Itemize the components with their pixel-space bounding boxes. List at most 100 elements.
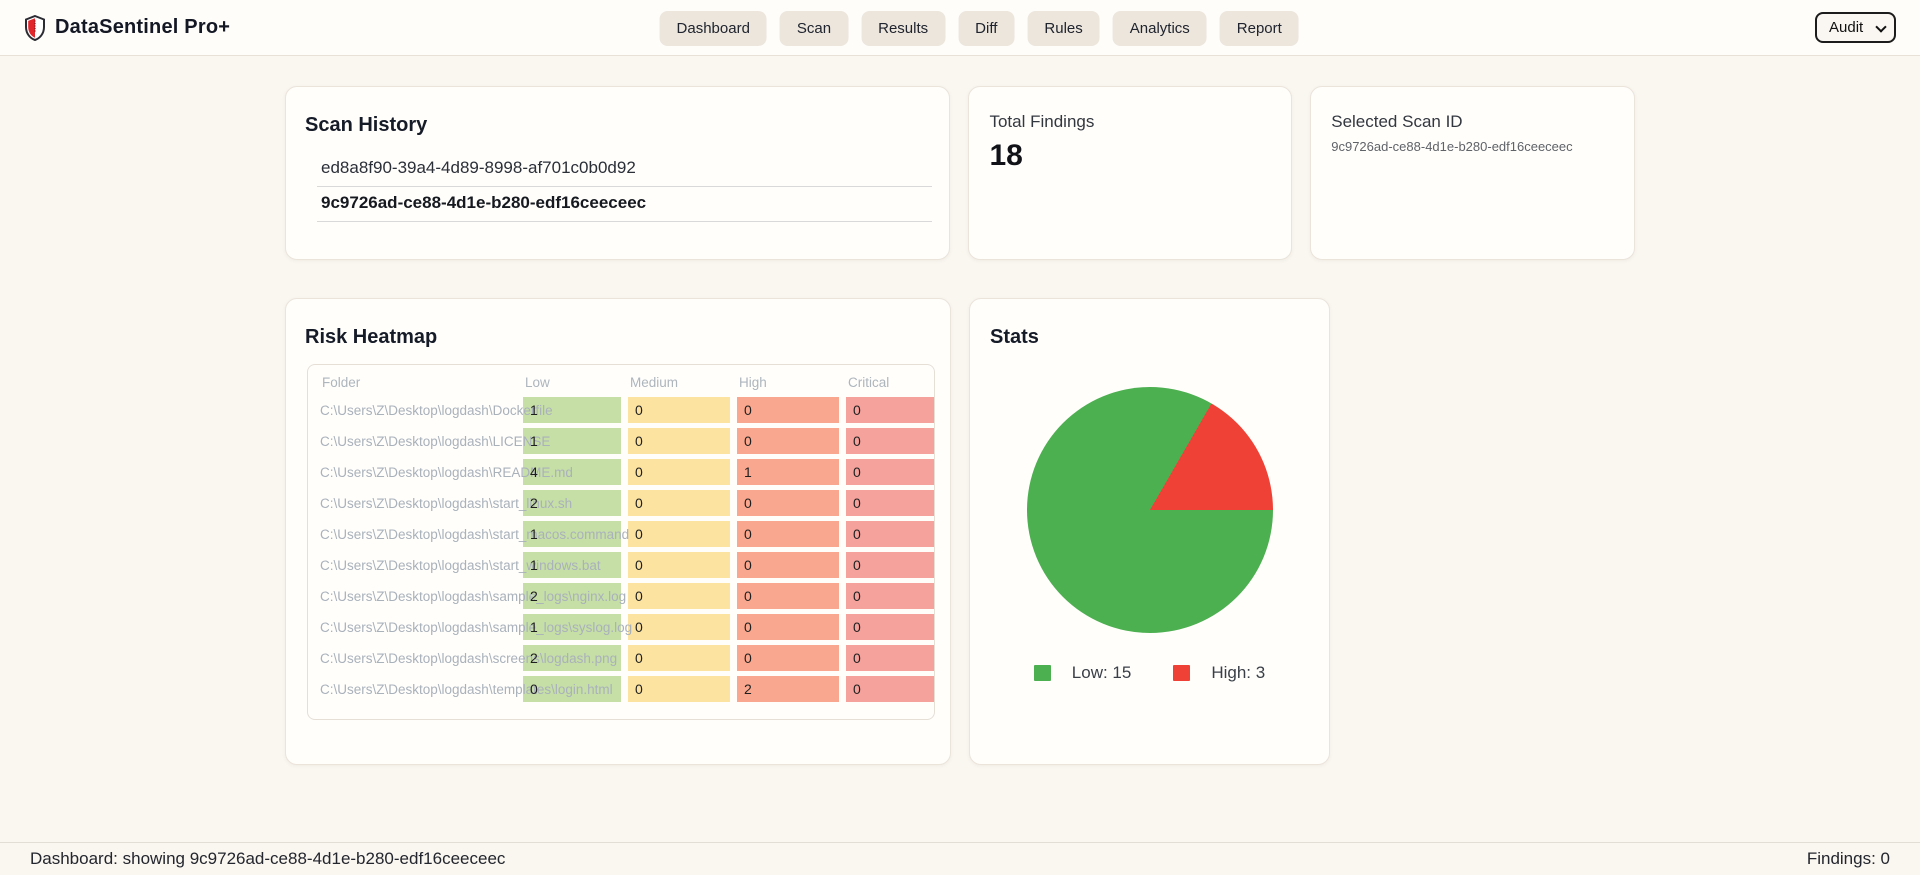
findings-count: Findings: 0 [1806, 849, 1890, 868]
heatmap-cell-critical: 0 [846, 490, 934, 516]
kpi-row: Scan History ed8a8f90-39a4-4d89-8998-af7… [285, 86, 1635, 260]
heatmap-cell-critical: 0 [846, 583, 934, 609]
heatmap-cell-high: 0 [737, 614, 839, 640]
legend-swatch-high [1173, 665, 1191, 681]
legend-item: High: 3 [1173, 663, 1265, 683]
heatmap-folder-path: C:\Users\Z\Desktop\logdash\screens\logda… [320, 651, 618, 666]
heatmap-row: C:\Users\Z\Desktop\logdash\start_windows… [320, 552, 934, 578]
heatmap-col-critical: Critical [848, 375, 890, 390]
nav-tab-rules[interactable]: Rules [1027, 10, 1100, 46]
shield-icon [24, 14, 46, 41]
main-content: Scan History ed8a8f90-39a4-4d89-8998-af7… [285, 86, 1635, 765]
heatmap-folder-path: C:\Users\Z\Desktop\logdash\sample_logs\s… [320, 620, 633, 635]
heatmap-header-row: Folder Low Medium High Critical [320, 372, 934, 392]
heatmap-cell-high: 0 [737, 490, 839, 516]
heatmap-cell-medium: 0 [628, 521, 730, 547]
heatmap-cell-medium: 0 [628, 397, 730, 423]
heatmap-cell-medium: 0 [628, 614, 730, 640]
scan-history-item[interactable]: ed8a8f90-39a4-4d89-8998-af701c0b0d92 [317, 152, 933, 187]
legend-swatch-low [1033, 665, 1051, 681]
mode-select[interactable]: Audit [1815, 12, 1896, 43]
heatmap-row: C:\Users\Z\Desktop\logdash\templates\log… [320, 676, 934, 702]
heatmap-folder-path: C:\Users\Z\Desktop\logdash\start_macos.c… [320, 527, 630, 542]
legend-item: Low: 15 [1033, 663, 1132, 683]
heatmap-cell-critical: 0 [846, 645, 934, 671]
heatmap-cell-medium: 0 [628, 428, 730, 454]
heatmap-cell-low: 2 [523, 583, 621, 609]
heatmap-row: C:\Users\Z\Desktop\logdash\start_macos.c… [320, 521, 934, 547]
risk-heatmap-table-box: Folder Low Medium High Critical C:\Users… [307, 364, 935, 720]
nav-tab-results[interactable]: Results [861, 10, 946, 46]
heatmap-cell-medium: 0 [628, 676, 730, 702]
heatmap-row: C:\Users\Z\Desktop\logdash\Dockerfile 1 0 0… [320, 397, 934, 423]
heatmap-row: C:\Users\Z\Desktop\logdash\README.md 4 0 1 0 [320, 459, 934, 485]
risk-heatmap-card: Risk Heatmap Folder Low Medium High Crit… [285, 298, 951, 765]
legend-label: High: 3 [1211, 663, 1266, 682]
heatmap-cell-low: 0 [523, 676, 621, 702]
heatmap-cell-low: 2 [523, 490, 621, 516]
heatmap-cell-high: 0 [737, 583, 839, 609]
heatmap-folder-path: C:\Users\Z\Desktop\logdash\README.md [320, 465, 573, 480]
heatmap-cell-low: 1 [523, 397, 621, 423]
scan-history-title: Scan History [305, 114, 428, 136]
selected-scan-value: 9c9726ad-ce88-4d1e-b280-edf16ceeceec [1331, 139, 1573, 154]
heatmap-cell-low: 1 [523, 552, 621, 578]
app-title: DataSentinel Pro+ [55, 16, 231, 38]
scan-history-list: ed8a8f90-39a4-4d89-8998-af701c0b0d92 9c97… [317, 152, 933, 222]
status-bar: Dashboard: showing 9c9726ad-ce88-4d1e-b2… [0, 842, 1920, 875]
heatmap-cell-high: 0 [737, 428, 839, 454]
heatmap-cell-high: 0 [737, 645, 839, 671]
heatmap-row: C:\Users\Z\Desktop\logdash\sample_logs\s… [320, 614, 934, 640]
heatmap-col-folder: Folder [322, 375, 361, 390]
scan-history-card: Scan History ed8a8f90-39a4-4d89-8998-af7… [285, 86, 951, 260]
stats-title: Stats [990, 326, 1039, 348]
heatmap-cell-critical: 0 [846, 552, 934, 578]
heatmap-cell-high: 0 [737, 552, 839, 578]
heatmap-cell-medium: 0 [628, 645, 730, 671]
heatmap-cell-low: 2 [523, 645, 621, 671]
heatmap-cell-medium: 0 [628, 459, 730, 485]
heatmap-cell-critical: 0 [846, 397, 934, 423]
heatmap-cell-low: 1 [523, 521, 621, 547]
risk-heatmap-title: Risk Heatmap [305, 326, 438, 348]
total-findings-label: Total Findings [989, 112, 1095, 131]
heatmap-cell-high: 2 [737, 676, 839, 702]
total-findings-value: 18 [989, 139, 1023, 172]
heatmap-col-high: High [739, 375, 767, 390]
pie-legend: Low: 15 High: 3 [990, 663, 1309, 683]
heatmap-cell-high: 0 [737, 397, 839, 423]
heatmap-cell-critical: 0 [846, 614, 934, 640]
heatmap-row: C:\Users\Z\Desktop\logdash\sample_logs\n… [320, 583, 934, 609]
heatmap-cell-critical: 0 [846, 428, 934, 454]
heatmap-cell-medium: 0 [628, 552, 730, 578]
heatmap-row: C:\Users\Z\Desktop\logdash\LICENSE 1 0 0 0 [320, 428, 934, 454]
nav-tab-diff[interactable]: Diff [958, 10, 1015, 46]
nav-tab-analytics[interactable]: Analytics [1112, 10, 1207, 46]
heatmap-cell-critical: 0 [846, 459, 934, 485]
nav-tab-dashboard[interactable]: Dashboard [659, 10, 767, 46]
brand: DataSentinel Pro+ [24, 14, 231, 41]
heatmap-folder-path: C:\Users\Z\Desktop\logdash\start_windows… [320, 558, 601, 573]
nav-tab-report[interactable]: Report [1219, 10, 1299, 46]
heatmap-cell-low: 1 [523, 428, 621, 454]
risk-heatmap-table: Folder Low Medium High Critical C:\Users… [313, 367, 934, 707]
heatmap-folder-path: C:\Users\Z\Desktop\logdash\sample_logs\n… [320, 589, 627, 604]
heatmap-folder-path: C:\Users\Z\Desktop\logdash\start_linux.s… [320, 496, 573, 511]
mode-select-wrap: Audit [1815, 12, 1896, 43]
scan-history-item[interactable]: 9c9726ad-ce88-4d1e-b280-edf16ceeceec [317, 187, 933, 222]
heatmap-cell-low: 4 [523, 459, 621, 485]
status-message: Dashboard: showing 9c9726ad-ce88-4d1e-b2… [30, 849, 506, 868]
heatmap-cell-medium: 0 [628, 583, 730, 609]
heatmap-row: C:\Users\Z\Desktop\logdash\screens\logda… [320, 645, 934, 671]
heatmap-folder-path: C:\Users\Z\Desktop\logdash\Dockerfile [320, 403, 553, 418]
legend-label: Low: 15 [1071, 663, 1132, 682]
main-nav: Dashboard Scan Results Diff Rules Analyt… [659, 0, 1299, 56]
nav-tab-scan[interactable]: Scan [779, 10, 849, 46]
pie-chart-wrap [990, 387, 1309, 633]
selected-scan-label: Selected Scan ID [1331, 112, 1463, 131]
heatmap-cell-high: 0 [737, 521, 839, 547]
top-bar: DataSentinel Pro+ Dashboard Scan Results… [0, 0, 1920, 56]
heatmap-cell-critical: 0 [846, 676, 934, 702]
heatmap-col-medium: Medium [630, 375, 679, 390]
heatmap-cell-high: 1 [737, 459, 839, 485]
